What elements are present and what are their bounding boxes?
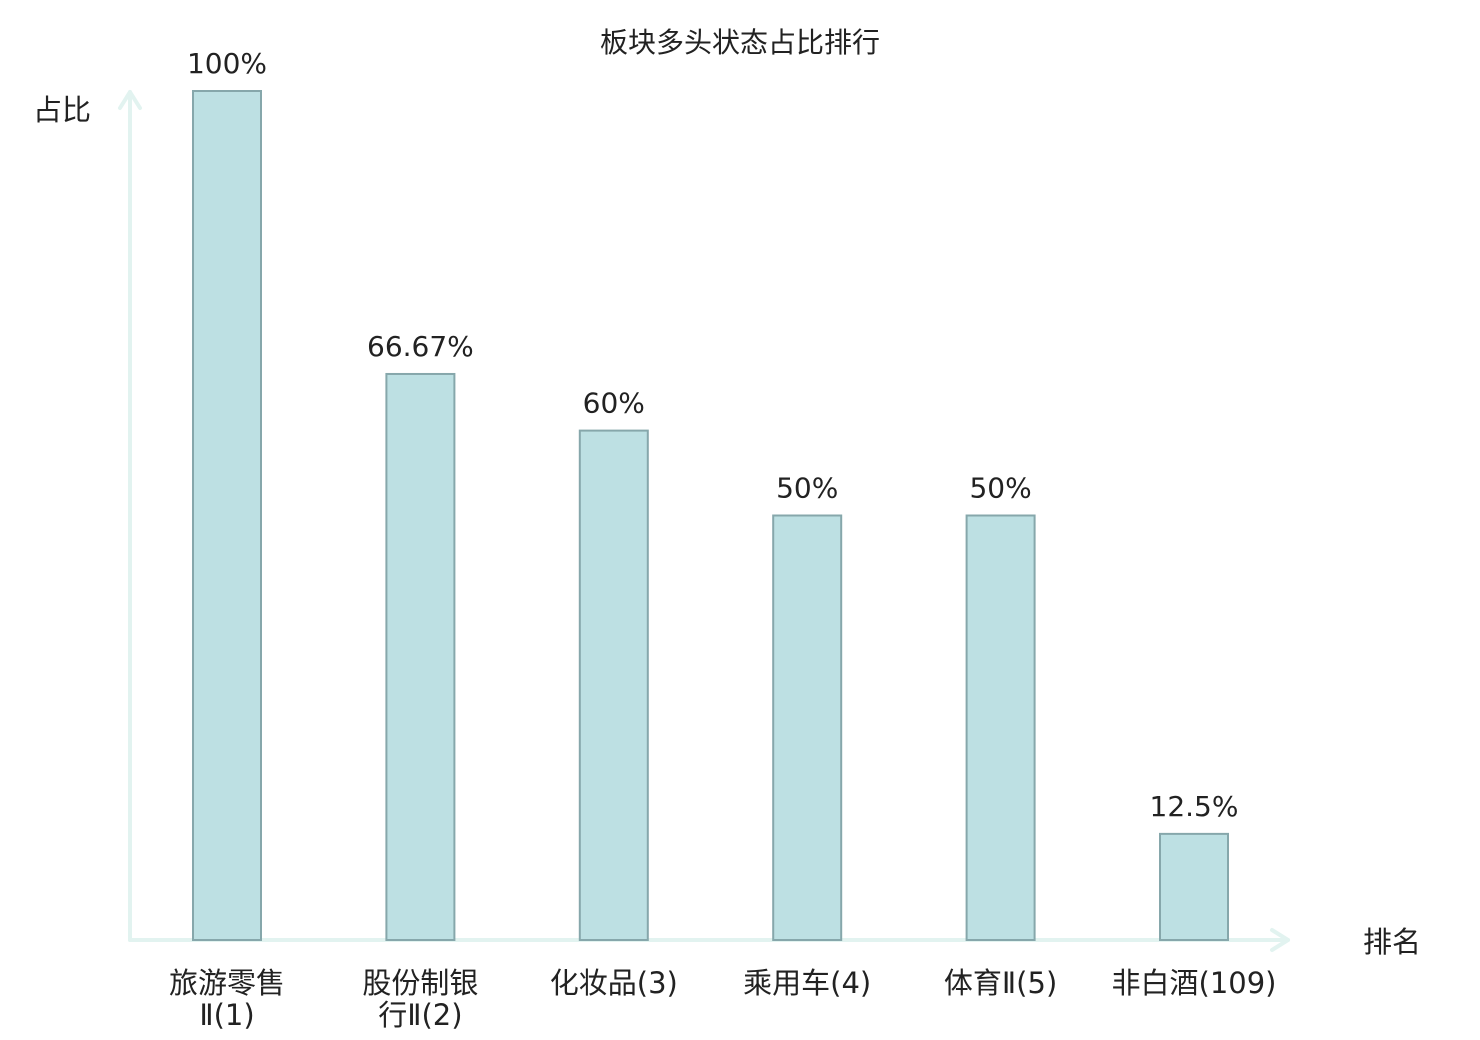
axes — [118, 90, 1290, 952]
tick-label: 化妆品(3) — [550, 966, 678, 1000]
bar — [578, 429, 649, 941]
tick-label: 旅游零售 — [169, 966, 285, 1000]
tick-label-line2: 行Ⅱ(2) — [378, 998, 462, 1032]
tick-label-line2: Ⅱ(1) — [199, 998, 254, 1032]
tick-label: 乘用车(4) — [743, 966, 871, 1000]
y-axis-label: 占比 — [33, 93, 91, 127]
bar — [385, 372, 456, 942]
data-label: 100% — [187, 47, 267, 80]
data-label: 66.67% — [367, 330, 474, 363]
tick-label: 非白酒(109) — [1112, 966, 1277, 1000]
bar — [965, 514, 1036, 941]
x-axis-arrow-icon — [1270, 928, 1290, 952]
bar-series — [192, 90, 1229, 942]
data-label: 50% — [776, 472, 838, 505]
x-axis-label: 排名 — [1363, 925, 1421, 959]
chart-title: 板块多头状态占比排行 — [600, 26, 880, 59]
bar — [192, 90, 262, 941]
tick-label: 股份制银 — [362, 966, 478, 1000]
bar — [1159, 832, 1229, 941]
data-label: 50% — [969, 472, 1031, 505]
data-label: 60% — [583, 387, 645, 420]
tick-label: 体育Ⅱ(5) — [944, 966, 1057, 1000]
y-axis-arrow-icon — [118, 90, 142, 110]
bar — [772, 514, 843, 941]
value-labels: 100% 66.67% 60% 50% 50% 12.5% — [187, 47, 1239, 823]
data-label: 12.5% — [1150, 790, 1239, 823]
